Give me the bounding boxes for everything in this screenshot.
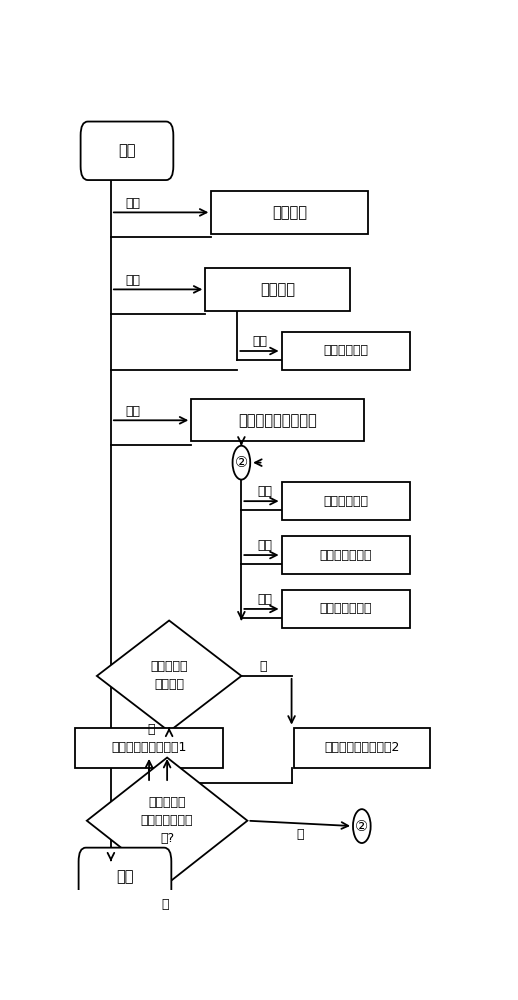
Text: 调用: 调用 [252, 335, 267, 348]
Bar [282, 332, 410, 370]
Text: ②: ② [355, 819, 368, 834]
Bar [211, 191, 368, 234]
Bar [191, 399, 364, 441]
Text: 流动换热计算主模块: 流动换热计算主模块 [238, 413, 317, 428]
Text: 输入模块: 输入模块 [260, 282, 295, 297]
Text: 否: 否 [296, 828, 304, 841]
Text: 水冷壁计算模块: 水冷壁计算模块 [320, 602, 372, 615]
Text: 调用: 调用 [125, 405, 140, 418]
Text: 过、再热器计算模块1: 过、再热器计算模块1 [111, 741, 187, 754]
Text: 过、再热器计算模块2: 过、再热器计算模块2 [324, 741, 399, 754]
Text: 是: 是 [162, 898, 169, 911]
Bar [294, 728, 430, 768]
Circle shape [233, 446, 250, 480]
Bar [205, 268, 350, 311]
Text: 是: 是 [147, 723, 155, 736]
Text: 调用: 调用 [125, 197, 140, 210]
Bar [282, 590, 410, 628]
Circle shape [353, 809, 371, 843]
Polygon shape [97, 620, 241, 731]
Polygon shape [87, 758, 248, 884]
FancyBboxPatch shape [79, 848, 171, 906]
Text: 结束: 结束 [116, 869, 134, 884]
Text: 调用: 调用 [257, 485, 272, 498]
Text: 水冷壁出口
产生蒸汽: 水冷壁出口 产生蒸汽 [150, 660, 188, 691]
Text: 调用: 调用 [125, 274, 140, 287]
FancyBboxPatch shape [81, 122, 174, 180]
Bar [75, 728, 223, 768]
Bar [282, 482, 410, 520]
Bar [282, 536, 410, 574]
Text: 否: 否 [260, 660, 267, 673]
Text: 水流程计算模块: 水流程计算模块 [320, 549, 372, 562]
Text: 调用: 调用 [257, 593, 272, 606]
Text: 调用: 调用 [257, 539, 272, 552]
Text: 燃烧模块: 燃烧模块 [272, 205, 307, 220]
Text: 主蒸汽流量
满足相应负荷条
件?: 主蒸汽流量 满足相应负荷条 件? [141, 796, 193, 845]
Text: ②: ② [235, 455, 248, 470]
Text: 几何计算模块: 几何计算模块 [323, 344, 368, 358]
Text: 开始: 开始 [118, 143, 136, 158]
Text: 燃烧计算模块: 燃烧计算模块 [323, 495, 368, 508]
